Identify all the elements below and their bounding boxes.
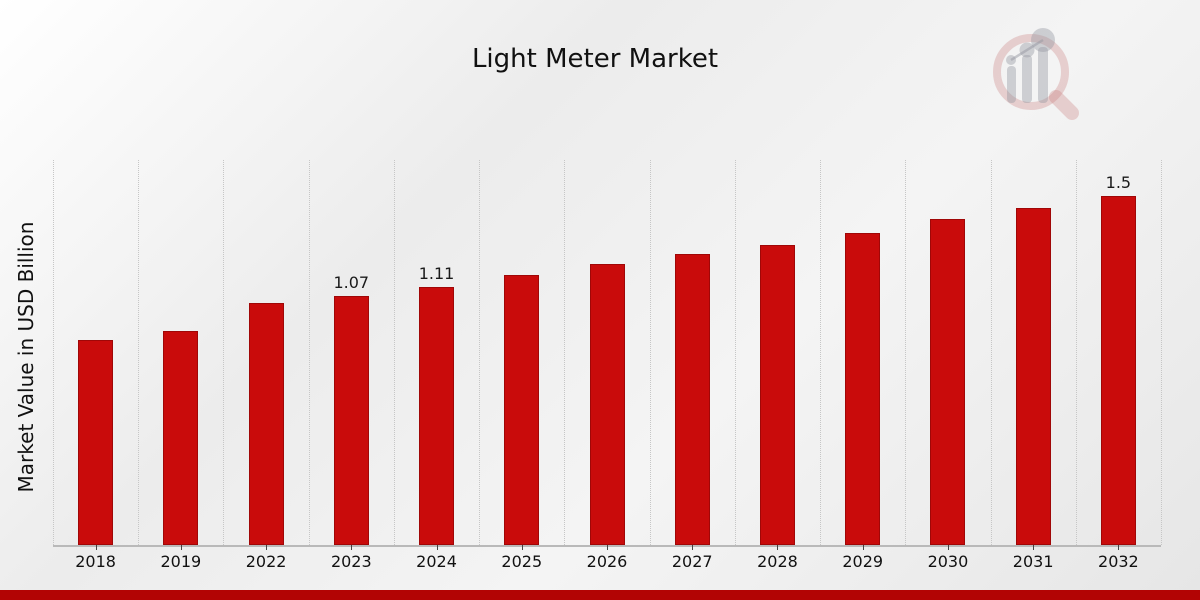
- bar-2018: [78, 340, 114, 545]
- x-tick: [692, 545, 694, 550]
- x-tick: [180, 545, 182, 550]
- bar-value-label-2032: 1.5: [1105, 173, 1132, 192]
- gridline: [734, 160, 736, 545]
- x-tick: [1118, 545, 1120, 550]
- x-tick: [1033, 545, 1035, 550]
- bar-2025: [504, 275, 540, 545]
- x-label-2018: 2018: [75, 552, 116, 571]
- x-label-2024: 2024: [416, 552, 457, 571]
- bar-2023: [333, 296, 369, 545]
- x-tick: [351, 545, 353, 550]
- x-tick: [777, 545, 779, 550]
- x-tick: [607, 545, 608, 550]
- bar-2026: [589, 264, 625, 545]
- gridline: [990, 160, 992, 545]
- bar-2032: [1100, 196, 1136, 545]
- bar-2030: [930, 219, 966, 545]
- bar-2028: [759, 245, 795, 545]
- x-tick: [436, 545, 438, 550]
- x-tick: [95, 545, 97, 550]
- x-label-2023: 2023: [330, 552, 372, 571]
- x-label-2022: 2022: [245, 552, 287, 571]
- x-tick: [266, 545, 268, 550]
- x-tick: [862, 545, 864, 550]
- x-label-2031: 2031: [1012, 552, 1054, 571]
- x-label-2028: 2028: [757, 552, 798, 571]
- x-label-2029: 2029: [842, 552, 884, 571]
- gridline: [308, 160, 310, 545]
- x-tick: [521, 545, 523, 550]
- gridline: [820, 160, 822, 545]
- gridline: [53, 160, 54, 545]
- x-label-2030: 2030: [927, 552, 969, 571]
- gridline: [905, 160, 907, 545]
- gridline: [393, 160, 395, 545]
- gridline: [564, 160, 566, 545]
- bar-2027: [674, 254, 710, 545]
- bar-2029: [845, 233, 881, 545]
- bar-2019: [163, 331, 199, 545]
- y-axis-label: Market Value in USD Billion: [14, 221, 38, 493]
- chart-title: Light Meter Market: [471, 44, 719, 74]
- mrfr-magnifier-chart-logo-icon: [993, 28, 1079, 120]
- bar-2022: [248, 303, 284, 545]
- bar-2024: [419, 287, 455, 545]
- gridline: [223, 160, 225, 545]
- bar-2031: [1015, 208, 1051, 545]
- gridline: [1161, 160, 1162, 545]
- x-tick: [947, 545, 949, 550]
- gridline: [649, 160, 651, 545]
- x-label-2032: 2032: [1098, 552, 1139, 571]
- x-label-2026: 2026: [586, 552, 628, 571]
- x-label-2025: 2025: [501, 552, 543, 571]
- bar-value-label-2023: 1.07: [333, 273, 370, 292]
- gridline: [1075, 160, 1077, 545]
- x-label-2019: 2019: [160, 552, 202, 571]
- bar-value-label-2024: 1.11: [418, 264, 455, 283]
- gridline: [138, 160, 140, 545]
- footer-accent-bar: [0, 590, 1200, 600]
- x-label-2027: 2027: [671, 552, 713, 571]
- gridline: [479, 160, 481, 545]
- plot-area: 1.07 1.11 1.5 2018 2019 2022 2023 2024 2025 2026…: [53, 160, 1162, 571]
